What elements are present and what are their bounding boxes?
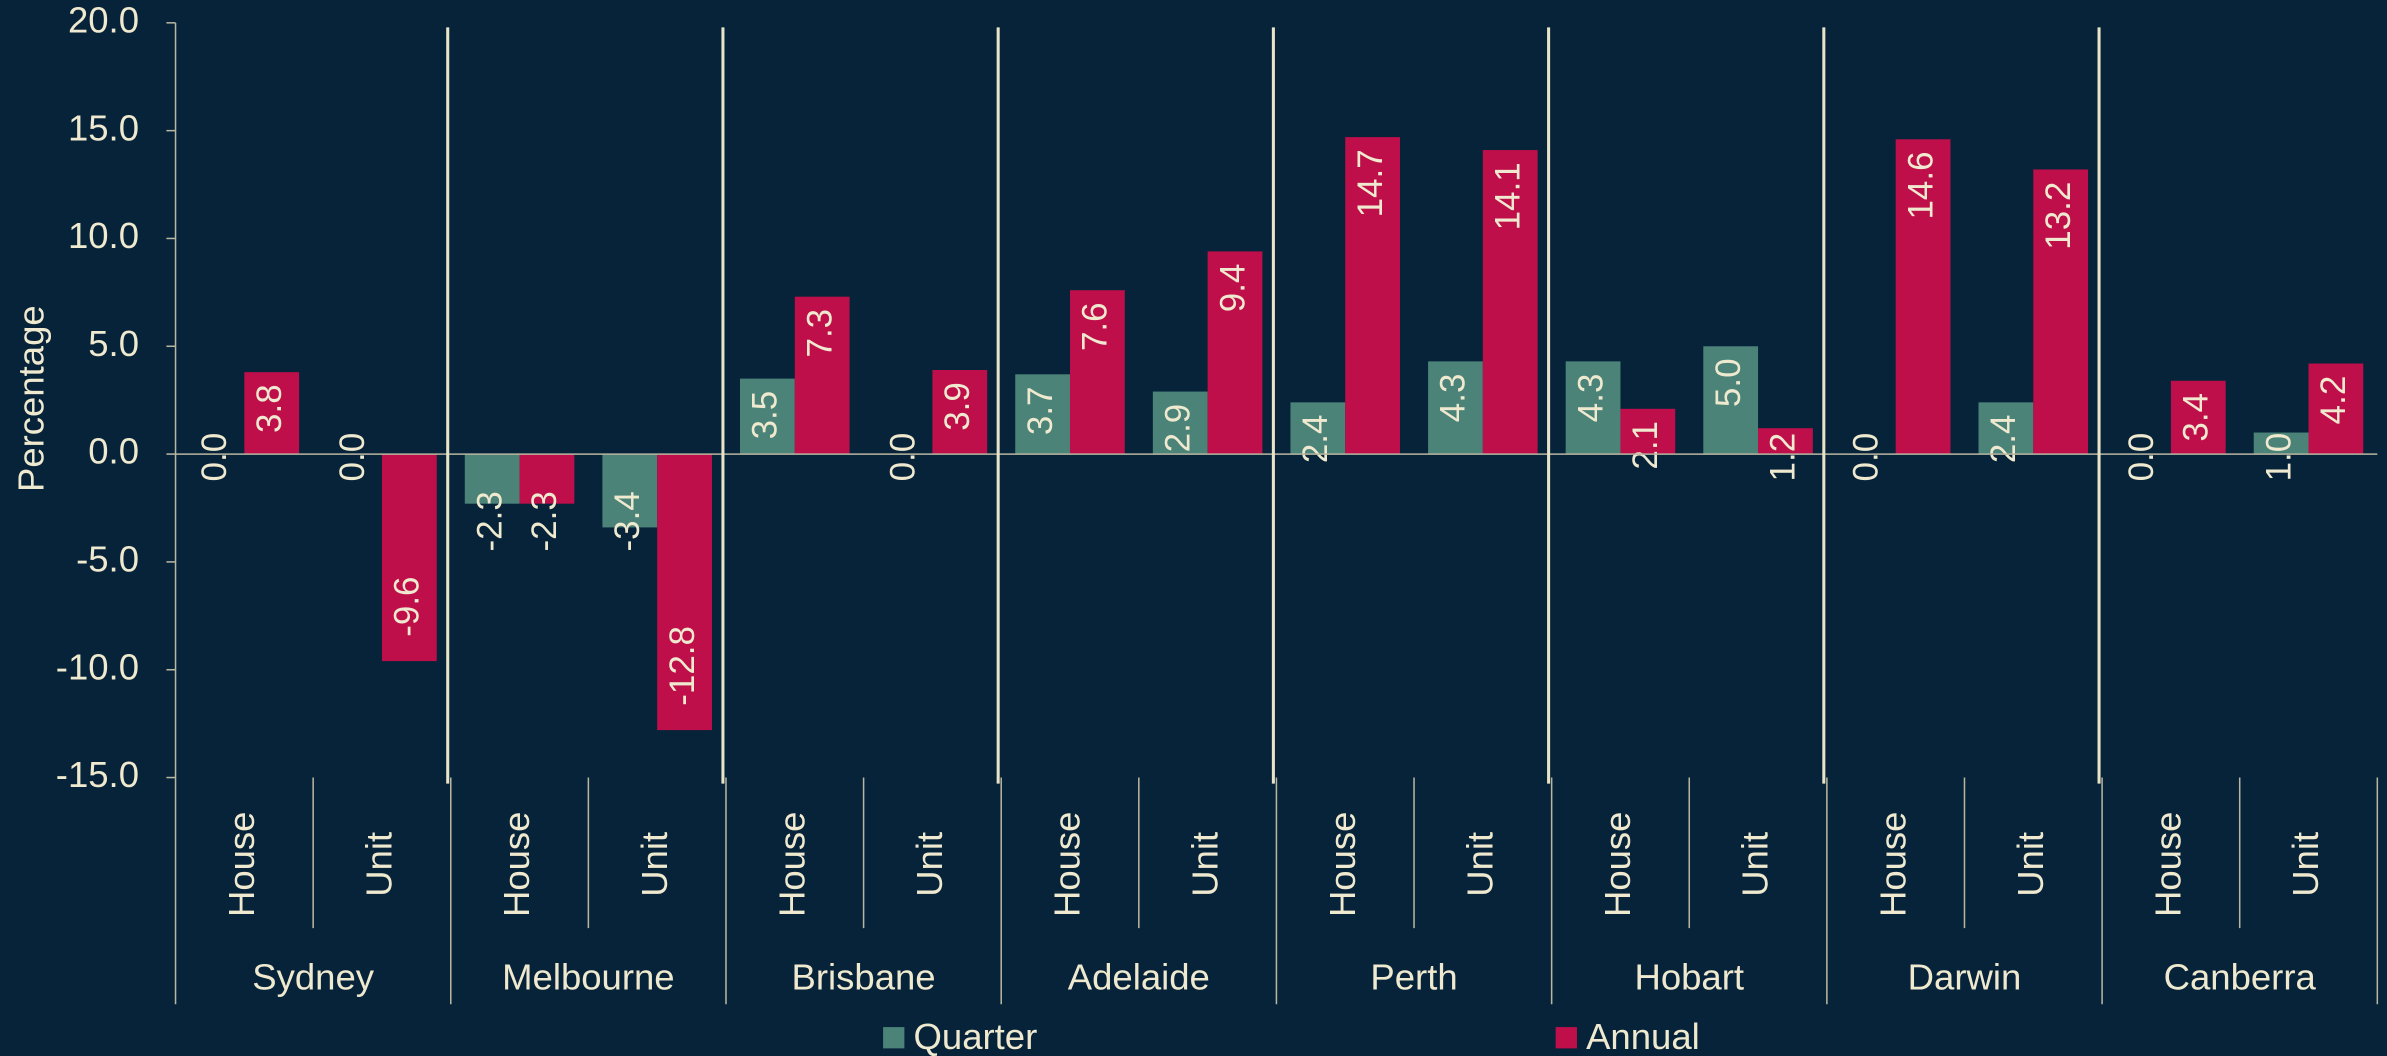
group-label: Melbourne [502, 957, 674, 998]
data-label: 3.9 [938, 382, 977, 431]
bar [1428, 361, 1483, 455]
data-label: 4.2 [2314, 376, 2353, 425]
x-tick-label: House [1047, 812, 1088, 918]
y-tick-label: 0.0 [88, 431, 139, 472]
data-label: 13.2 [2039, 182, 2078, 250]
data-label: 0.0 [195, 433, 234, 482]
x-tick-label: Unit [359, 832, 400, 897]
data-label: 14.7 [1351, 149, 1390, 217]
group-label: Hobart [1634, 957, 1744, 998]
x-tick-label: Unit [1735, 832, 1776, 897]
x-tick-label: House [1597, 812, 1638, 918]
data-label: 9.4 [1213, 264, 1252, 313]
data-label: -2.3 [525, 491, 564, 551]
y-tick-label: -10.0 [56, 646, 139, 687]
bar [657, 454, 712, 731]
legend-swatch [1555, 1027, 1577, 1049]
bar [1703, 346, 1759, 455]
bar [2033, 169, 2089, 455]
data-label: 4.3 [1434, 374, 1473, 423]
bar [519, 454, 575, 504]
bar [602, 454, 658, 528]
data-label: 3.4 [2177, 393, 2216, 442]
x-tick-label: House [771, 812, 812, 918]
y-tick-label: -15.0 [56, 754, 139, 795]
bar [1895, 139, 1951, 455]
data-label: 14.1 [1488, 162, 1527, 230]
bar [1620, 408, 1676, 455]
bar [2253, 432, 2309, 455]
y-tick-label: 20.0 [68, 0, 139, 40]
bar [1758, 428, 1813, 455]
data-label: 2.4 [1296, 415, 1335, 464]
x-tick-label: House [496, 812, 537, 918]
x-tick-label: Unit [634, 832, 675, 897]
group-label: Perth [1370, 957, 1457, 998]
data-label: -3.4 [608, 491, 647, 551]
group-label: Sydney [252, 957, 374, 998]
bar [1070, 290, 1125, 455]
data-label: 1.0 [2259, 433, 2298, 482]
x-tick-label: House [1872, 812, 1913, 918]
group-label: Brisbane [792, 957, 936, 998]
y-tick-label: 5.0 [88, 323, 139, 364]
group-label: Darwin [1908, 957, 2022, 998]
data-label: 0.0 [1847, 433, 1886, 482]
data-label: 2.9 [1158, 404, 1197, 453]
bar [244, 372, 300, 455]
bar [464, 454, 520, 504]
bar [1015, 374, 1071, 455]
bar [1152, 391, 1208, 455]
bar [932, 369, 988, 455]
data-label: 3.8 [250, 384, 289, 433]
x-tick-label: House [221, 812, 262, 918]
x-tick-label: Unit [2010, 832, 2051, 897]
group-label: Canberra [2164, 957, 2317, 998]
bar [1565, 361, 1621, 455]
bar [740, 378, 795, 455]
legend-label: Annual [1586, 1016, 1700, 1056]
legend-label: Quarter [914, 1016, 1038, 1056]
bar [794, 296, 850, 455]
data-label: 1.2 [1764, 433, 1803, 482]
y-tick-label: -5.0 [76, 539, 139, 580]
x-tick-label: Unit [1184, 832, 1225, 897]
data-label: -12.8 [663, 626, 702, 706]
bar [1290, 402, 1346, 455]
bar [2170, 380, 2226, 455]
bar [381, 454, 437, 662]
data-label: 2.1 [1626, 421, 1665, 470]
x-tick-label: House [1322, 812, 1363, 918]
x-tick-label: House [2148, 812, 2189, 918]
data-label: 4.3 [1571, 374, 1610, 423]
data-label: 7.3 [800, 309, 839, 358]
data-label: 14.6 [1901, 151, 1940, 219]
bar [1978, 402, 2034, 455]
group-label: Adelaide [1068, 957, 1210, 998]
y-tick-label: 15.0 [68, 107, 139, 148]
data-label: 0.0 [2122, 433, 2161, 482]
bar [1482, 150, 1538, 455]
data-label: 0.0 [883, 433, 922, 482]
legend-swatch [883, 1027, 905, 1049]
bar [1345, 137, 1401, 455]
data-label: 5.0 [1709, 358, 1748, 407]
data-label: 3.7 [1021, 386, 1060, 435]
x-tick-label: Unit [909, 832, 950, 897]
data-label: 3.5 [746, 391, 785, 440]
data-label: -2.3 [470, 491, 509, 551]
x-tick-label: Unit [1459, 832, 1500, 897]
x-tick-label: Unit [2285, 832, 2326, 897]
y-axis-label: Percentage [11, 305, 52, 492]
y-tick-label: 10.0 [68, 215, 139, 256]
data-label: 7.6 [1076, 302, 1115, 351]
data-label: -9.6 [388, 576, 427, 636]
data-label: 0.0 [333, 433, 372, 482]
data-label: 2.4 [1984, 415, 2023, 464]
bar [1207, 251, 1263, 455]
bar [2308, 363, 2364, 455]
